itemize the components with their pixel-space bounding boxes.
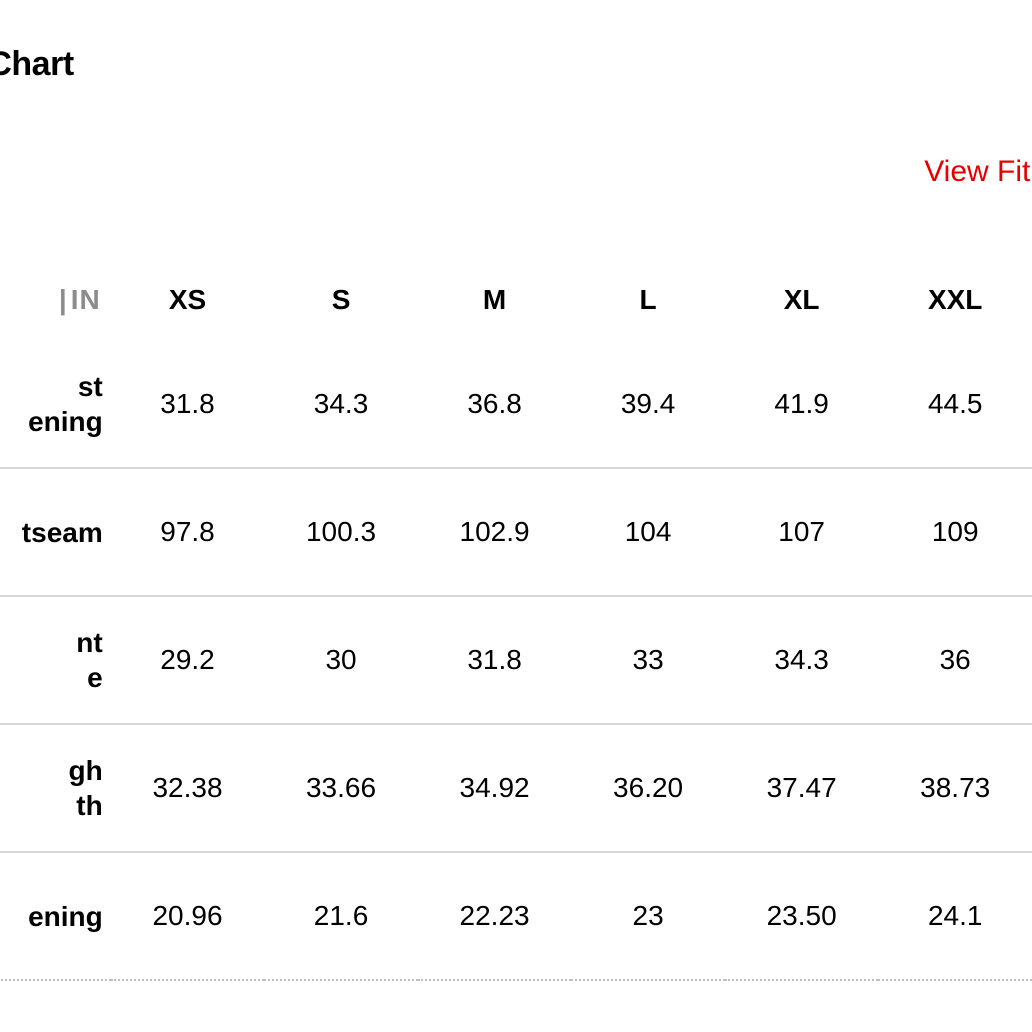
size-chart-table: |IN XS S M L XL XXL st ening 31.8 34.3 3…: [0, 260, 1032, 981]
table-row: ening 20.96 21.6 22.23 23 23.50 24.1: [0, 852, 1032, 980]
cell: 36: [878, 596, 1032, 724]
cell: 104: [571, 468, 725, 596]
table-header-row: |IN XS S M L XL XXL: [0, 260, 1032, 340]
row-label: tseam: [0, 468, 111, 596]
unit-header: |IN: [0, 260, 111, 340]
size-header: L: [571, 260, 725, 340]
table-row: st ening 31.8 34.3 36.8 39.4 41.9 44.5: [0, 340, 1032, 468]
cell: 36.8: [418, 340, 572, 468]
cell: 24.1: [878, 852, 1032, 980]
cell: 102.9: [418, 468, 572, 596]
row-label: nt e: [0, 596, 111, 724]
row-label: gh th: [0, 724, 111, 852]
cell: 23: [571, 852, 725, 980]
cell: 21.6: [264, 852, 418, 980]
size-header: XS: [111, 260, 265, 340]
page-title: e Chart: [0, 45, 74, 84]
size-header: XXL: [878, 260, 1032, 340]
unit-label: IN: [71, 284, 101, 315]
size-header: S: [264, 260, 418, 340]
cell: 29.2: [111, 596, 265, 724]
cell: 34.92: [418, 724, 572, 852]
cell: 22.23: [418, 852, 572, 980]
cell: 36.20: [571, 724, 725, 852]
cell: 32.38: [111, 724, 265, 852]
cell: 109: [878, 468, 1032, 596]
cell: 31.8: [418, 596, 572, 724]
cell: 34.3: [264, 340, 418, 468]
table-row: tseam 97.8 100.3 102.9 104 107 109: [0, 468, 1032, 596]
cell: 107: [725, 468, 879, 596]
unit-separator: |: [55, 284, 71, 315]
row-label: ening: [0, 852, 111, 980]
cell: 38.73: [878, 724, 1032, 852]
table-row: nt e 29.2 30 31.8 33 34.3 36: [0, 596, 1032, 724]
table-row: gh th 32.38 33.66 34.92 36.20 37.47 38.7…: [0, 724, 1032, 852]
cell: 31.8: [111, 340, 265, 468]
cell: 97.8: [111, 468, 265, 596]
size-header: M: [418, 260, 572, 340]
cell: 41.9: [725, 340, 879, 468]
cell: 34.3: [725, 596, 879, 724]
cell: 33: [571, 596, 725, 724]
size-header: XL: [725, 260, 879, 340]
view-fit-guide-link[interactable]: View Fit G: [924, 155, 1032, 189]
row-label: st ening: [0, 340, 111, 468]
cell: 100.3: [264, 468, 418, 596]
cell: 20.96: [111, 852, 265, 980]
cell: 37.47: [725, 724, 879, 852]
cell: 30: [264, 596, 418, 724]
size-chart-table-wrap: |IN XS S M L XL XXL st ening 31.8 34.3 3…: [0, 260, 1032, 981]
cell: 33.66: [264, 724, 418, 852]
cell: 39.4: [571, 340, 725, 468]
cell: 23.50: [725, 852, 879, 980]
cell: 44.5: [878, 340, 1032, 468]
